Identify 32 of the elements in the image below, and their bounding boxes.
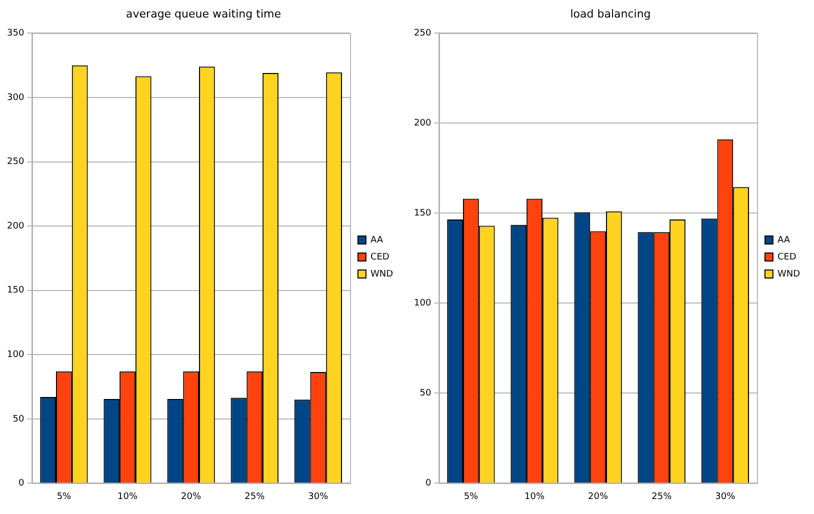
y-tick-label: 250 xyxy=(414,28,432,39)
x-tick-label: 5% xyxy=(56,492,72,502)
x-tick-label: 25% xyxy=(244,492,266,502)
x-tick-label: 30% xyxy=(308,492,329,502)
legend-label: CED xyxy=(777,252,796,262)
y-tick-label: 200 xyxy=(6,221,24,232)
y-tick-label: 0 xyxy=(18,478,24,489)
x-tick-label: 10% xyxy=(118,492,138,502)
legend-label: AA xyxy=(777,235,791,246)
x-tick-label: 20% xyxy=(588,492,609,502)
y-tick-label: 200 xyxy=(414,118,432,129)
legend-label: WND xyxy=(777,269,800,280)
y-tick-label: 150 xyxy=(6,286,24,296)
x-tick-label: 25% xyxy=(652,492,672,502)
y-tick-label: 50 xyxy=(12,414,24,424)
y-tick-label: 150 xyxy=(414,208,432,219)
legend-label: WND xyxy=(370,269,394,280)
y-tick-label: 50 xyxy=(420,388,432,399)
y-tick-label: 350 xyxy=(6,28,24,39)
x-tick-label: 10% xyxy=(524,492,545,502)
y-tick-label: 300 xyxy=(6,92,24,103)
y-tick-label: 250 xyxy=(6,157,24,168)
x-tick-label: 30% xyxy=(715,492,736,502)
y-tick-label: 100 xyxy=(414,298,432,309)
x-tick-label: 5% xyxy=(464,492,479,502)
chart-title: load balancing xyxy=(570,7,651,20)
legend-label: CED xyxy=(370,252,390,262)
legend-label: AA xyxy=(370,235,384,246)
y-tick-label: 100 xyxy=(6,350,24,360)
chart-title: average queue waiting time xyxy=(126,7,282,20)
x-tick-label: 20% xyxy=(181,492,202,502)
y-tick-label: 0 xyxy=(425,478,432,489)
